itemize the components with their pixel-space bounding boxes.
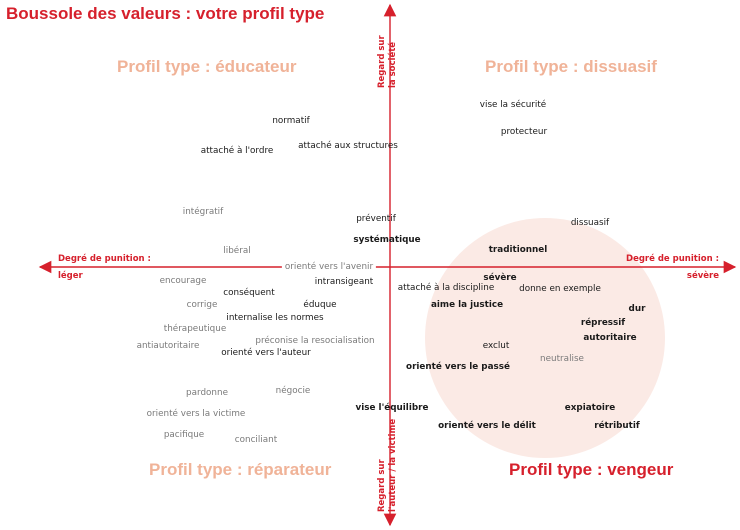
axis-label-top-line2: la société: [388, 41, 398, 88]
term-label: protecteur: [500, 127, 548, 137]
term-label: attaché à l'ordre: [200, 146, 274, 156]
term-label: éduque: [303, 300, 337, 310]
axis-label-bottom-line1: Regard sur: [377, 459, 387, 512]
term-label: conciliant: [234, 435, 278, 445]
term-label: orienté vers l'auteur: [221, 348, 311, 358]
term-label: exclut: [482, 341, 510, 351]
term-label: internalise les normes: [226, 313, 324, 323]
term-label: neutralise: [540, 354, 584, 364]
term-label: vise la sécurité: [479, 100, 547, 110]
term-label: dur: [628, 304, 646, 314]
axis-label-top-line1: Regard sur: [377, 35, 387, 88]
axis-label-right-top: Degré de punition :: [626, 254, 719, 264]
term-label: préventif: [356, 214, 396, 224]
term-label: orienté vers le délit: [438, 421, 536, 431]
term-label: orienté vers la victime: [146, 409, 246, 419]
term-label: rétributif: [594, 421, 640, 431]
term-label: orienté vers le passé: [406, 362, 510, 372]
axis-label-bottom: Regard sur l'auteur / la victime: [377, 419, 399, 512]
term-label: attaché aux structures: [298, 141, 398, 151]
term-label: expiatoire: [564, 403, 616, 413]
term-label: autoritaire: [583, 333, 637, 343]
quadrant-label-reparateur: Profil type : réparateur: [149, 460, 332, 479]
term-label: préconise la resocialisation: [255, 336, 375, 346]
term-label: attaché à la discipline: [397, 283, 495, 293]
term-label: intransigeant: [314, 277, 374, 287]
term-label: systématique: [353, 235, 421, 245]
quadrant-label-vengeur: Profil type : vengeur: [509, 460, 674, 479]
term-label: thérapeutique: [163, 324, 227, 334]
axis-label-right-bottom: sévère: [686, 271, 719, 281]
term-label: pardonne: [186, 388, 228, 398]
term-label: répressif: [580, 318, 626, 328]
term-label: dissuasif: [570, 218, 610, 228]
term-label: pacifique: [163, 430, 205, 440]
axis-label-top: Regard sur la société: [377, 35, 399, 88]
term-label: orienté vers l'avenir: [281, 262, 377, 272]
term-label: négocie: [275, 386, 311, 396]
vengeur-zone-circle: [425, 218, 665, 458]
term-label: conséquent: [223, 288, 275, 298]
quadrant-label-dissuasif: Profil type : dissuasif: [485, 57, 657, 76]
term-label: normatif: [272, 116, 310, 126]
term-label: vise l'équilibre: [355, 403, 429, 413]
term-label: encourage: [159, 276, 207, 286]
term-label: donne en exemple: [519, 284, 601, 294]
term-label: sévère: [483, 273, 517, 283]
quadrant-label-educateur: Profil type : éducateur: [117, 57, 297, 76]
term-label: traditionnel: [488, 245, 548, 255]
term-label: intégratif: [182, 207, 224, 217]
axis-label-bottom-line2: l'auteur / la victime: [388, 418, 398, 512]
term-label: aime la justice: [430, 300, 504, 310]
axis-label-left-top: Degré de punition :: [58, 254, 151, 264]
page-title: Boussole des valeurs : votre profil type: [6, 4, 325, 23]
term-label: antiautoritaire: [136, 341, 200, 351]
term-label: corrige: [186, 300, 218, 310]
term-label: libéral: [223, 246, 251, 256]
axis-label-left-bottom: léger: [58, 271, 83, 281]
